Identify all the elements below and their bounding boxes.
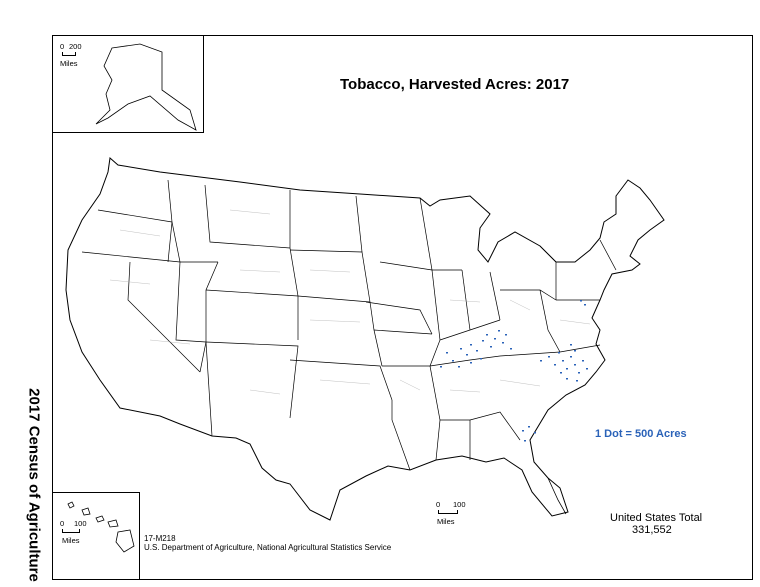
dot-legend: 1 Dot = 500 Acres xyxy=(595,428,687,440)
hawaii-scale-max: 100 xyxy=(74,519,87,528)
state-boundaries xyxy=(81,179,617,471)
side-label: 2017 Census of Agriculture xyxy=(22,385,46,585)
alaska-scale-zero: 0 xyxy=(60,42,65,51)
alaska-scale-max: 200 xyxy=(69,42,82,51)
hawaii-scale-unit: Miles xyxy=(62,536,80,545)
conus-scale: 0 100 Miles xyxy=(433,500,473,530)
tobacco-dots xyxy=(440,300,588,442)
hawaii-inset xyxy=(52,492,140,580)
conus-scale-unit: Miles xyxy=(437,517,455,526)
conus-scale-max: 100 xyxy=(453,500,466,509)
conus-outline xyxy=(65,157,665,521)
hawaii-scale-zero: 0 xyxy=(60,519,65,528)
alaska-scale-unit: Miles xyxy=(60,59,78,68)
county-lines xyxy=(109,209,591,395)
agency-credit: U.S. Department of Agriculture, National… xyxy=(144,543,392,552)
alaska-outline xyxy=(95,43,197,131)
hawaii-islands xyxy=(67,501,135,553)
florida-peninsula xyxy=(547,477,567,515)
census-label: 2017 Census of Agriculture xyxy=(25,388,43,582)
map-title: Tobacco, Harvested Acres: 2017 xyxy=(340,76,570,93)
alaska-scale: 0 200 Miles xyxy=(56,42,96,72)
conus-scale-zero: 0 xyxy=(436,500,441,509)
alaska-inset xyxy=(52,35,204,133)
total-label: United States Total xyxy=(610,512,703,524)
map-frame xyxy=(52,35,753,580)
hawaii-scale: 0 100 Miles xyxy=(57,519,97,549)
total-value: 331,552 xyxy=(632,524,672,536)
form-number: 17-M218 xyxy=(144,534,176,543)
